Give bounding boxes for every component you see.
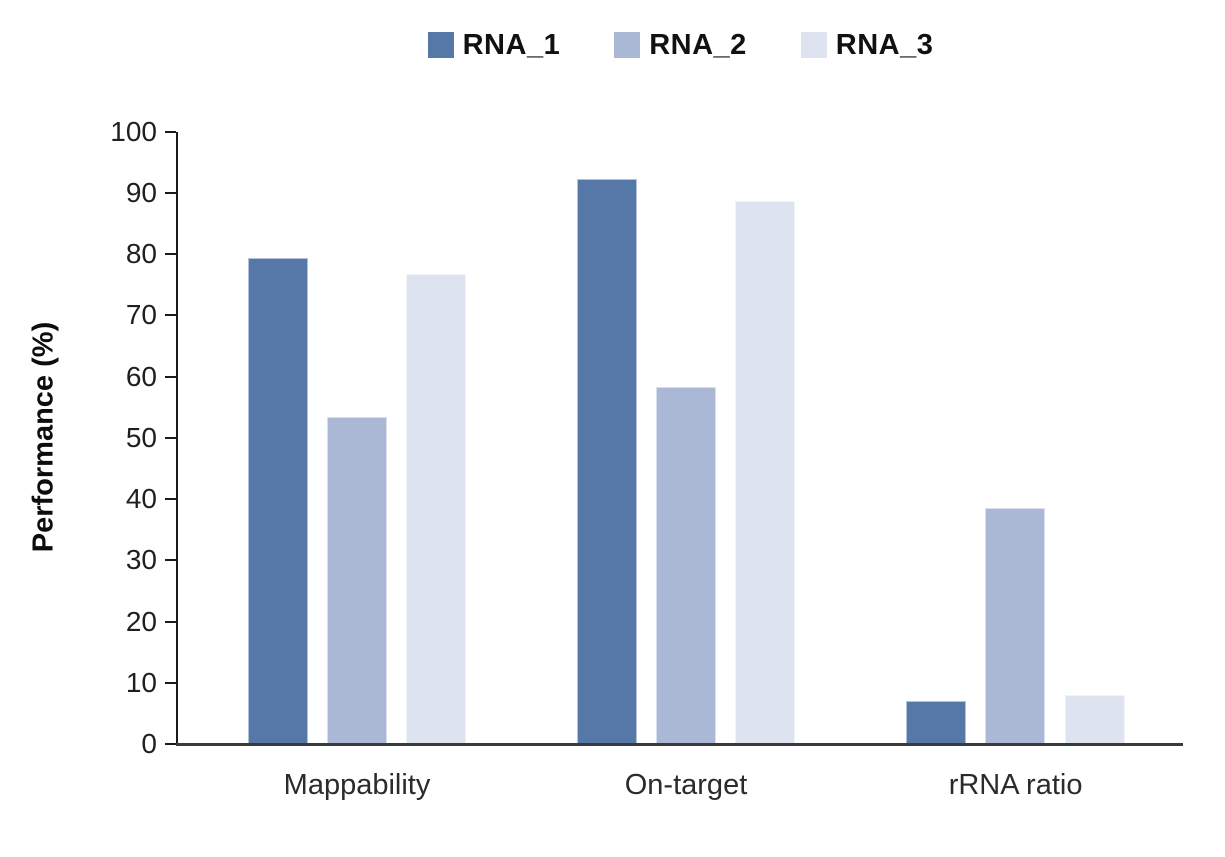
y-tick-mark-80 xyxy=(165,253,176,255)
y-tick-label-100: 100 xyxy=(110,115,157,147)
legend-swatch-rna-2-icon xyxy=(614,32,641,58)
y-tick-mark-70 xyxy=(165,314,176,317)
x-category-label-rrna-ratio: rRNA ratio xyxy=(948,769,1083,801)
legend-item-rna-3: RNA_3 xyxy=(800,28,934,62)
y-tick-label-30: 30 xyxy=(125,544,157,576)
y-tick-mark-20 xyxy=(165,620,176,623)
bar-rna_1-on-target xyxy=(576,178,637,744)
bar-rna_1-mappability xyxy=(247,257,308,744)
y-axis-title: Performance (%) xyxy=(27,321,60,553)
y-tick-mark-0 xyxy=(165,743,176,745)
y-tick-mark-40 xyxy=(165,498,176,500)
legend-item-rna-1: RNA_1 xyxy=(427,28,561,62)
legend-swatch-rna-3-icon xyxy=(800,32,827,58)
y-tick-mark-30 xyxy=(165,559,176,562)
y-tick-label-90: 90 xyxy=(125,176,157,208)
legend-swatch-rna-1-icon xyxy=(427,32,454,58)
x-axis-line xyxy=(176,742,1183,746)
y-tick-label-0: 0 xyxy=(141,728,157,759)
y-tick-mark-60 xyxy=(165,375,176,378)
bar-rna_1-rrna-ratio xyxy=(906,701,966,744)
legend-item-rna-2: RNA_2 xyxy=(614,29,747,62)
y-tick-label-50: 50 xyxy=(125,421,157,453)
y-tick-mark-50 xyxy=(165,436,176,439)
y-tick-mark-10 xyxy=(165,681,176,684)
y-tick-label-60: 60 xyxy=(125,360,157,392)
y-tick-label-80: 80 xyxy=(125,238,157,269)
y-tick-label-40: 40 xyxy=(125,483,157,514)
legend-label-rna-3: RNA_3 xyxy=(835,28,934,61)
legend-label-rna-2: RNA_2 xyxy=(649,28,747,61)
chart-legend: RNA_1 RNA_2 RNA_3 xyxy=(178,22,1183,68)
y-tick-mark-100 xyxy=(165,130,176,133)
y-tick-label-10: 10 xyxy=(125,666,157,698)
bar-rna_2-rrna-ratio xyxy=(985,507,1046,744)
x-category-label-mappability: Mappability xyxy=(283,769,431,801)
legend-label-rna-1: RNA_1 xyxy=(462,28,561,61)
y-tick-mark-90 xyxy=(165,191,176,194)
y-tick-label-70: 70 xyxy=(125,299,157,331)
y-axis-line xyxy=(176,131,178,744)
x-category-label-on-target: On-target xyxy=(624,769,748,801)
bar-rna_2-on-target xyxy=(656,386,716,744)
bar-rna_3-on-target xyxy=(735,201,796,744)
y-tick-label-20: 20 xyxy=(125,605,157,637)
bar-rna_2-mappability xyxy=(327,416,387,744)
bar-rna_3-rrna-ratio xyxy=(1064,695,1125,744)
bar-rna_3-mappability xyxy=(406,273,467,744)
